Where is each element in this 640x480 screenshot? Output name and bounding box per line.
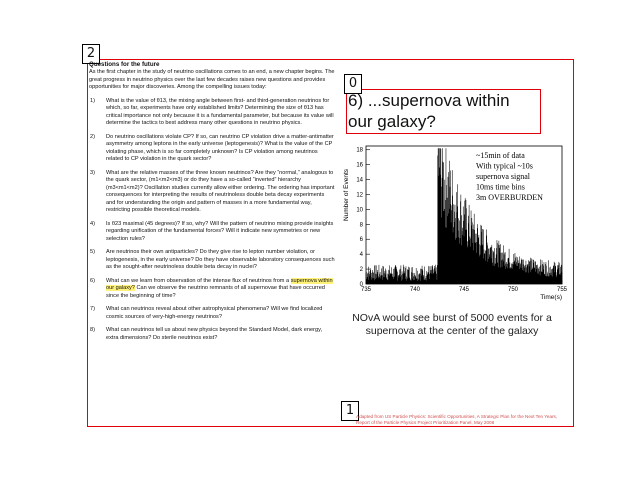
question-list: 1) What is the value of θ13, the mixing …: [89, 98, 335, 343]
question-number: 2): [90, 133, 95, 140]
y-tick-label: 0: [360, 282, 364, 288]
question-text: Do neutrino oscillations violate CP? If …: [106, 133, 334, 163]
y-tick-label: 10: [356, 207, 363, 213]
chart-annotation-line: supernova signal: [476, 172, 531, 181]
region-label-0: 0: [344, 74, 362, 94]
y-tick-label: 12: [356, 192, 363, 198]
x-tick-label: 755: [557, 287, 568, 293]
question-item: 6) What can we learn from observation of…: [89, 277, 335, 301]
chart-annotation-line: 10ms time bins: [476, 183, 525, 192]
chart-caption: NOvA would see burst of 5000 events for …: [352, 312, 552, 337]
y-tick-label: 18: [356, 148, 363, 154]
question-text: Is θ23 maximal (45 degrees)? If so, why?…: [106, 220, 334, 242]
question-number: 7): [90, 306, 95, 312]
question-item: 3) What are the relative masses of the t…: [89, 170, 335, 215]
y-tick-label: 14: [356, 178, 363, 184]
x-tick-label: 735: [361, 287, 372, 293]
x-tick-label: 740: [410, 287, 421, 293]
y-tick-label: 2: [360, 267, 364, 273]
chart-annotation-line: 3m OVERBURDEN: [476, 193, 543, 202]
question-text: What is the value of θ13, the mixing ang…: [106, 97, 334, 127]
document-intro: As the first chapter in the study of neu…: [89, 69, 335, 90]
question-text-before: What can we learn from observation of th…: [106, 277, 291, 284]
x-tick-label: 750: [508, 287, 519, 293]
chart-annotation-line: With typical ~10s: [476, 162, 533, 171]
question-text-after: Can we observe the neutrino remnants of …: [106, 285, 325, 299]
chart-annotation-line: ~15min of data: [476, 151, 525, 160]
question-item: 8) What can neutrinos tell us about new …: [89, 327, 335, 342]
question-item: 1) What is the value of θ13, the mixing …: [89, 98, 335, 128]
question-item: 4) Is θ23 maximal (45 degrees)? If so, w…: [89, 221, 335, 244]
source-citation: Adapted from US Particle Physics: Scient…: [356, 414, 558, 425]
document-text: Questions for the future As the first ch…: [89, 61, 335, 348]
document-region-frame: [87, 59, 574, 427]
question-text: What can we learn from observation of th…: [106, 277, 335, 301]
x-tick-label: 745: [459, 287, 470, 293]
question-item: 5) Are neutrinos their own antiparticles…: [89, 249, 335, 272]
region-label-1: 1: [341, 401, 359, 421]
y-tick-label: 4: [360, 252, 364, 258]
question-item: 2) Do neutrino oscillations violate CP? …: [89, 134, 335, 164]
y-tick-label: 6: [360, 237, 364, 243]
question-number: 1): [90, 97, 95, 104]
question-number: 4): [90, 220, 95, 227]
headline-region-frame: [346, 89, 541, 134]
question-text: What can neutrinos reveal about other as…: [106, 306, 323, 320]
y-tick-label: 8: [360, 222, 364, 228]
region-label-2: 2: [82, 44, 100, 64]
slide-headline: 6) ...supernova within our galaxy?: [348, 91, 510, 131]
question-number: 8): [90, 327, 95, 333]
x-axis-label: Time(s): [540, 294, 562, 301]
question-number: 6): [90, 277, 95, 284]
question-text: What can neutrinos tell us about new phy…: [106, 327, 323, 341]
question-number: 5): [90, 249, 95, 255]
question-text: Are neutrinos their own antiparticles? D…: [106, 249, 335, 270]
question-text: What are the relative masses of the thre…: [106, 169, 335, 214]
histogram-bins: [365, 148, 563, 284]
question-number: 3): [90, 169, 95, 176]
y-axis-label: Number of Events: [343, 168, 350, 221]
question-item: 7) What can neutrinos reveal about other…: [89, 306, 335, 321]
document-title: Questions for the future: [89, 61, 160, 68]
y-tick-label: 16: [356, 163, 363, 169]
